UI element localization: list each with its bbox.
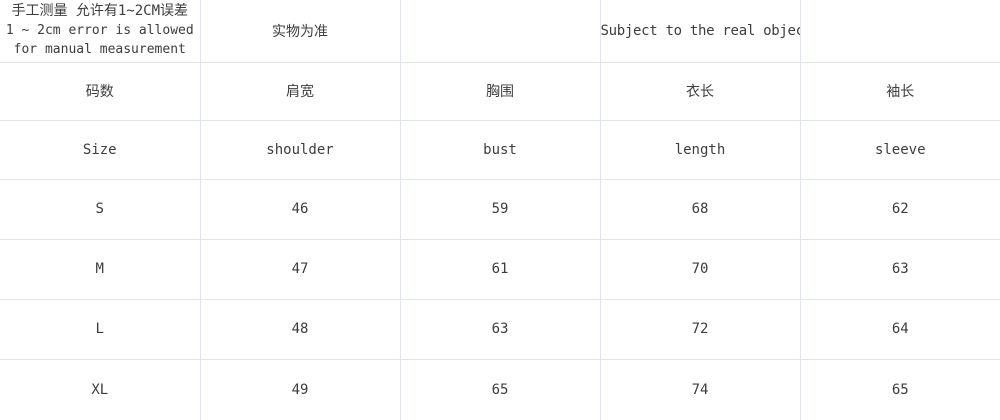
- header-size-en: Size: [0, 119, 201, 180]
- empty-cell: [399, 0, 601, 63]
- header-bust-en: bust: [399, 119, 601, 180]
- disclaimer-text-en-line1: 1 ~ 2cm error is allowed: [5, 23, 194, 39]
- header-length-zh: 衣长: [599, 61, 801, 121]
- shoulder-value: 49: [199, 358, 401, 420]
- size-label: L: [0, 298, 201, 360]
- header-length-en: length: [599, 119, 801, 180]
- size-row-m: M 47 61 70 63: [0, 238, 1000, 300]
- header-size-zh: 码数: [0, 61, 201, 121]
- size-label: S: [0, 178, 201, 240]
- disclaimer-row: 手工测量 允许有1~2CM误差 1 ~ 2cm error is allowed…: [0, 0, 1000, 63]
- header-shoulder-zh: 肩宽: [199, 61, 401, 121]
- shoulder-value: 47: [199, 238, 401, 300]
- header-sleeve-zh: 袖长: [799, 61, 1000, 121]
- shoulder-value: 46: [199, 178, 401, 240]
- size-row-xl: XL 49 65 74 65: [0, 358, 1000, 420]
- header-bust-zh: 胸围: [399, 61, 601, 121]
- length-value: 72: [599, 298, 801, 360]
- bust-value: 59: [399, 178, 601, 240]
- note-zh-cell: 实物为准: [199, 0, 401, 63]
- header-row-en: Size shoulder bust length sleeve: [0, 119, 1000, 180]
- header-shoulder-en: shoulder: [199, 119, 401, 180]
- bust-value: 63: [399, 298, 601, 360]
- length-value: 68: [599, 178, 801, 240]
- measurement-disclaimer-cell: 手工测量 允许有1~2CM误差 1 ~ 2cm error is allowed…: [0, 0, 201, 63]
- bust-value: 65: [399, 358, 601, 420]
- length-value: 74: [599, 358, 801, 420]
- sleeve-value: 62: [799, 178, 1000, 240]
- sleeve-value: 63: [799, 238, 1000, 300]
- size-label: XL: [0, 358, 201, 420]
- shoulder-value: 48: [199, 298, 401, 360]
- sleeve-value: 65: [799, 358, 1000, 420]
- size-row-s: S 46 59 68 62: [0, 178, 1000, 240]
- disclaimer-text-zh: 手工测量 允许有1~2CM误差: [11, 3, 189, 20]
- bust-value: 61: [399, 238, 601, 300]
- header-row-zh: 码数 肩宽 胸围 衣长 袖长: [0, 61, 1000, 121]
- empty-cell: [799, 0, 1000, 63]
- note-en-cell: Subject to the real object: [599, 0, 801, 63]
- length-value: 70: [599, 238, 801, 300]
- disclaimer-text-en-line2: for manual measurement: [13, 42, 186, 58]
- size-label: M: [0, 238, 201, 300]
- sleeve-value: 64: [799, 298, 1000, 360]
- header-sleeve-en: sleeve: [799, 119, 1000, 180]
- size-row-l: L 48 63 72 64: [0, 298, 1000, 360]
